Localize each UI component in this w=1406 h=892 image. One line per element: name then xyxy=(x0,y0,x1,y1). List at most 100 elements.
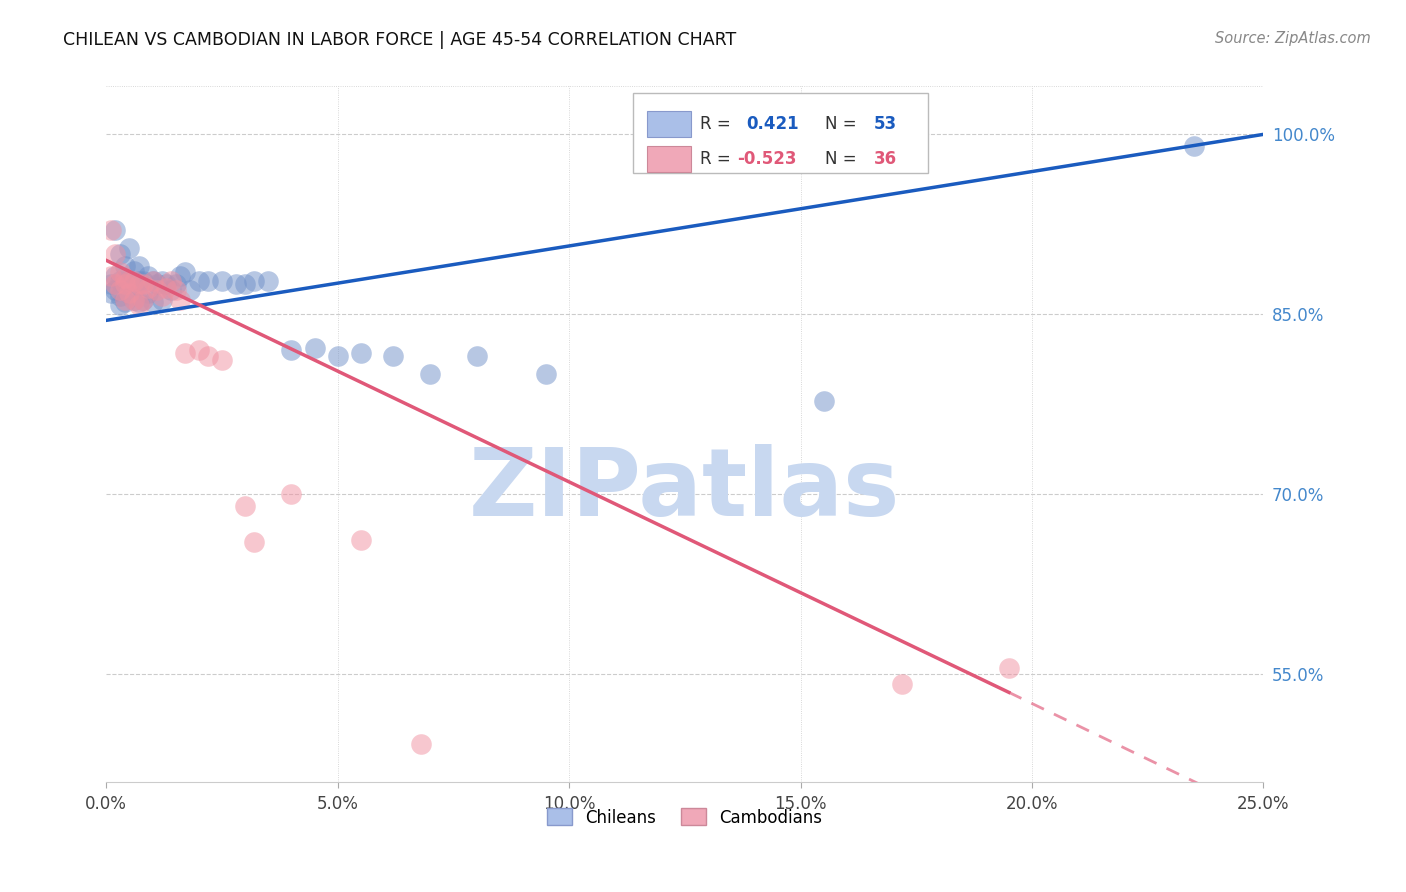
Point xyxy=(122,264,145,278)
Point xyxy=(160,284,183,298)
Point xyxy=(132,277,155,292)
Point xyxy=(100,285,122,300)
Point xyxy=(128,298,150,312)
Point xyxy=(132,293,155,307)
Point xyxy=(118,274,141,288)
Point xyxy=(257,274,280,288)
Point xyxy=(122,274,145,288)
Point xyxy=(146,284,169,298)
Point xyxy=(150,274,173,288)
Point xyxy=(891,677,914,691)
Point xyxy=(155,281,177,295)
FancyBboxPatch shape xyxy=(647,111,690,137)
Point xyxy=(118,274,141,288)
Point xyxy=(998,661,1021,675)
Text: R =: R = xyxy=(700,150,735,168)
Point xyxy=(243,274,266,288)
Point xyxy=(104,223,127,237)
Point xyxy=(165,277,187,292)
Point xyxy=(350,533,373,547)
Legend: Chileans, Cambodians: Chileans, Cambodians xyxy=(540,802,830,833)
Text: R =: R = xyxy=(700,115,735,133)
Point xyxy=(280,343,302,358)
Point xyxy=(114,295,136,310)
Point xyxy=(128,274,150,288)
Point xyxy=(1182,139,1205,153)
Point xyxy=(136,281,159,295)
Point xyxy=(104,284,127,298)
Point xyxy=(326,350,349,364)
Point xyxy=(122,293,145,307)
Point xyxy=(465,350,488,364)
Point xyxy=(118,285,141,300)
FancyBboxPatch shape xyxy=(633,94,928,173)
Point xyxy=(211,274,233,288)
Point xyxy=(169,293,191,307)
Point xyxy=(419,368,441,382)
Point xyxy=(104,268,127,283)
Point xyxy=(197,350,219,364)
Point xyxy=(174,345,197,359)
Point xyxy=(136,285,159,300)
Point xyxy=(155,277,177,292)
Point xyxy=(225,277,247,292)
Point xyxy=(141,295,163,310)
Point xyxy=(114,271,136,285)
Text: 0.421: 0.421 xyxy=(747,115,799,133)
Point xyxy=(108,247,131,261)
Point xyxy=(382,350,405,364)
Point xyxy=(100,268,122,283)
Point xyxy=(409,737,432,751)
Point xyxy=(169,268,191,283)
Text: -0.523: -0.523 xyxy=(737,150,796,168)
FancyBboxPatch shape xyxy=(647,145,690,172)
Point xyxy=(132,274,155,288)
Point xyxy=(150,289,173,303)
Point xyxy=(104,247,127,261)
Point xyxy=(174,265,197,279)
Point xyxy=(100,277,122,292)
Text: 53: 53 xyxy=(873,115,897,133)
Point xyxy=(187,343,209,358)
Point xyxy=(243,535,266,549)
Point xyxy=(146,277,169,292)
Text: ZIPatlas: ZIPatlas xyxy=(470,444,900,536)
Point xyxy=(128,295,150,310)
Point xyxy=(122,277,145,292)
Text: Source: ZipAtlas.com: Source: ZipAtlas.com xyxy=(1215,31,1371,46)
Point xyxy=(233,277,256,292)
Point xyxy=(187,274,209,288)
Point xyxy=(233,500,256,514)
Point xyxy=(104,277,127,292)
Point xyxy=(108,289,131,303)
Point xyxy=(128,260,150,274)
Point xyxy=(114,277,136,292)
Point xyxy=(304,341,326,355)
Point xyxy=(122,293,145,307)
Point xyxy=(108,274,131,288)
Point xyxy=(132,293,155,307)
Point xyxy=(136,268,159,283)
Point xyxy=(108,298,131,312)
Point xyxy=(160,274,183,288)
Point xyxy=(118,285,141,300)
Point xyxy=(197,274,219,288)
Point xyxy=(280,487,302,501)
Point xyxy=(100,223,122,237)
Point xyxy=(141,274,163,288)
Text: N =: N = xyxy=(825,150,862,168)
Point xyxy=(211,353,233,368)
Point xyxy=(114,260,136,274)
Text: N =: N = xyxy=(825,115,862,133)
Point xyxy=(108,265,131,279)
Point xyxy=(179,284,201,298)
Point xyxy=(118,241,141,255)
Point xyxy=(534,368,557,382)
Point xyxy=(108,284,131,298)
Point xyxy=(150,293,173,307)
Point xyxy=(128,277,150,292)
Text: 36: 36 xyxy=(873,150,897,168)
Point xyxy=(813,393,835,408)
Point xyxy=(165,284,187,298)
Point xyxy=(114,277,136,292)
